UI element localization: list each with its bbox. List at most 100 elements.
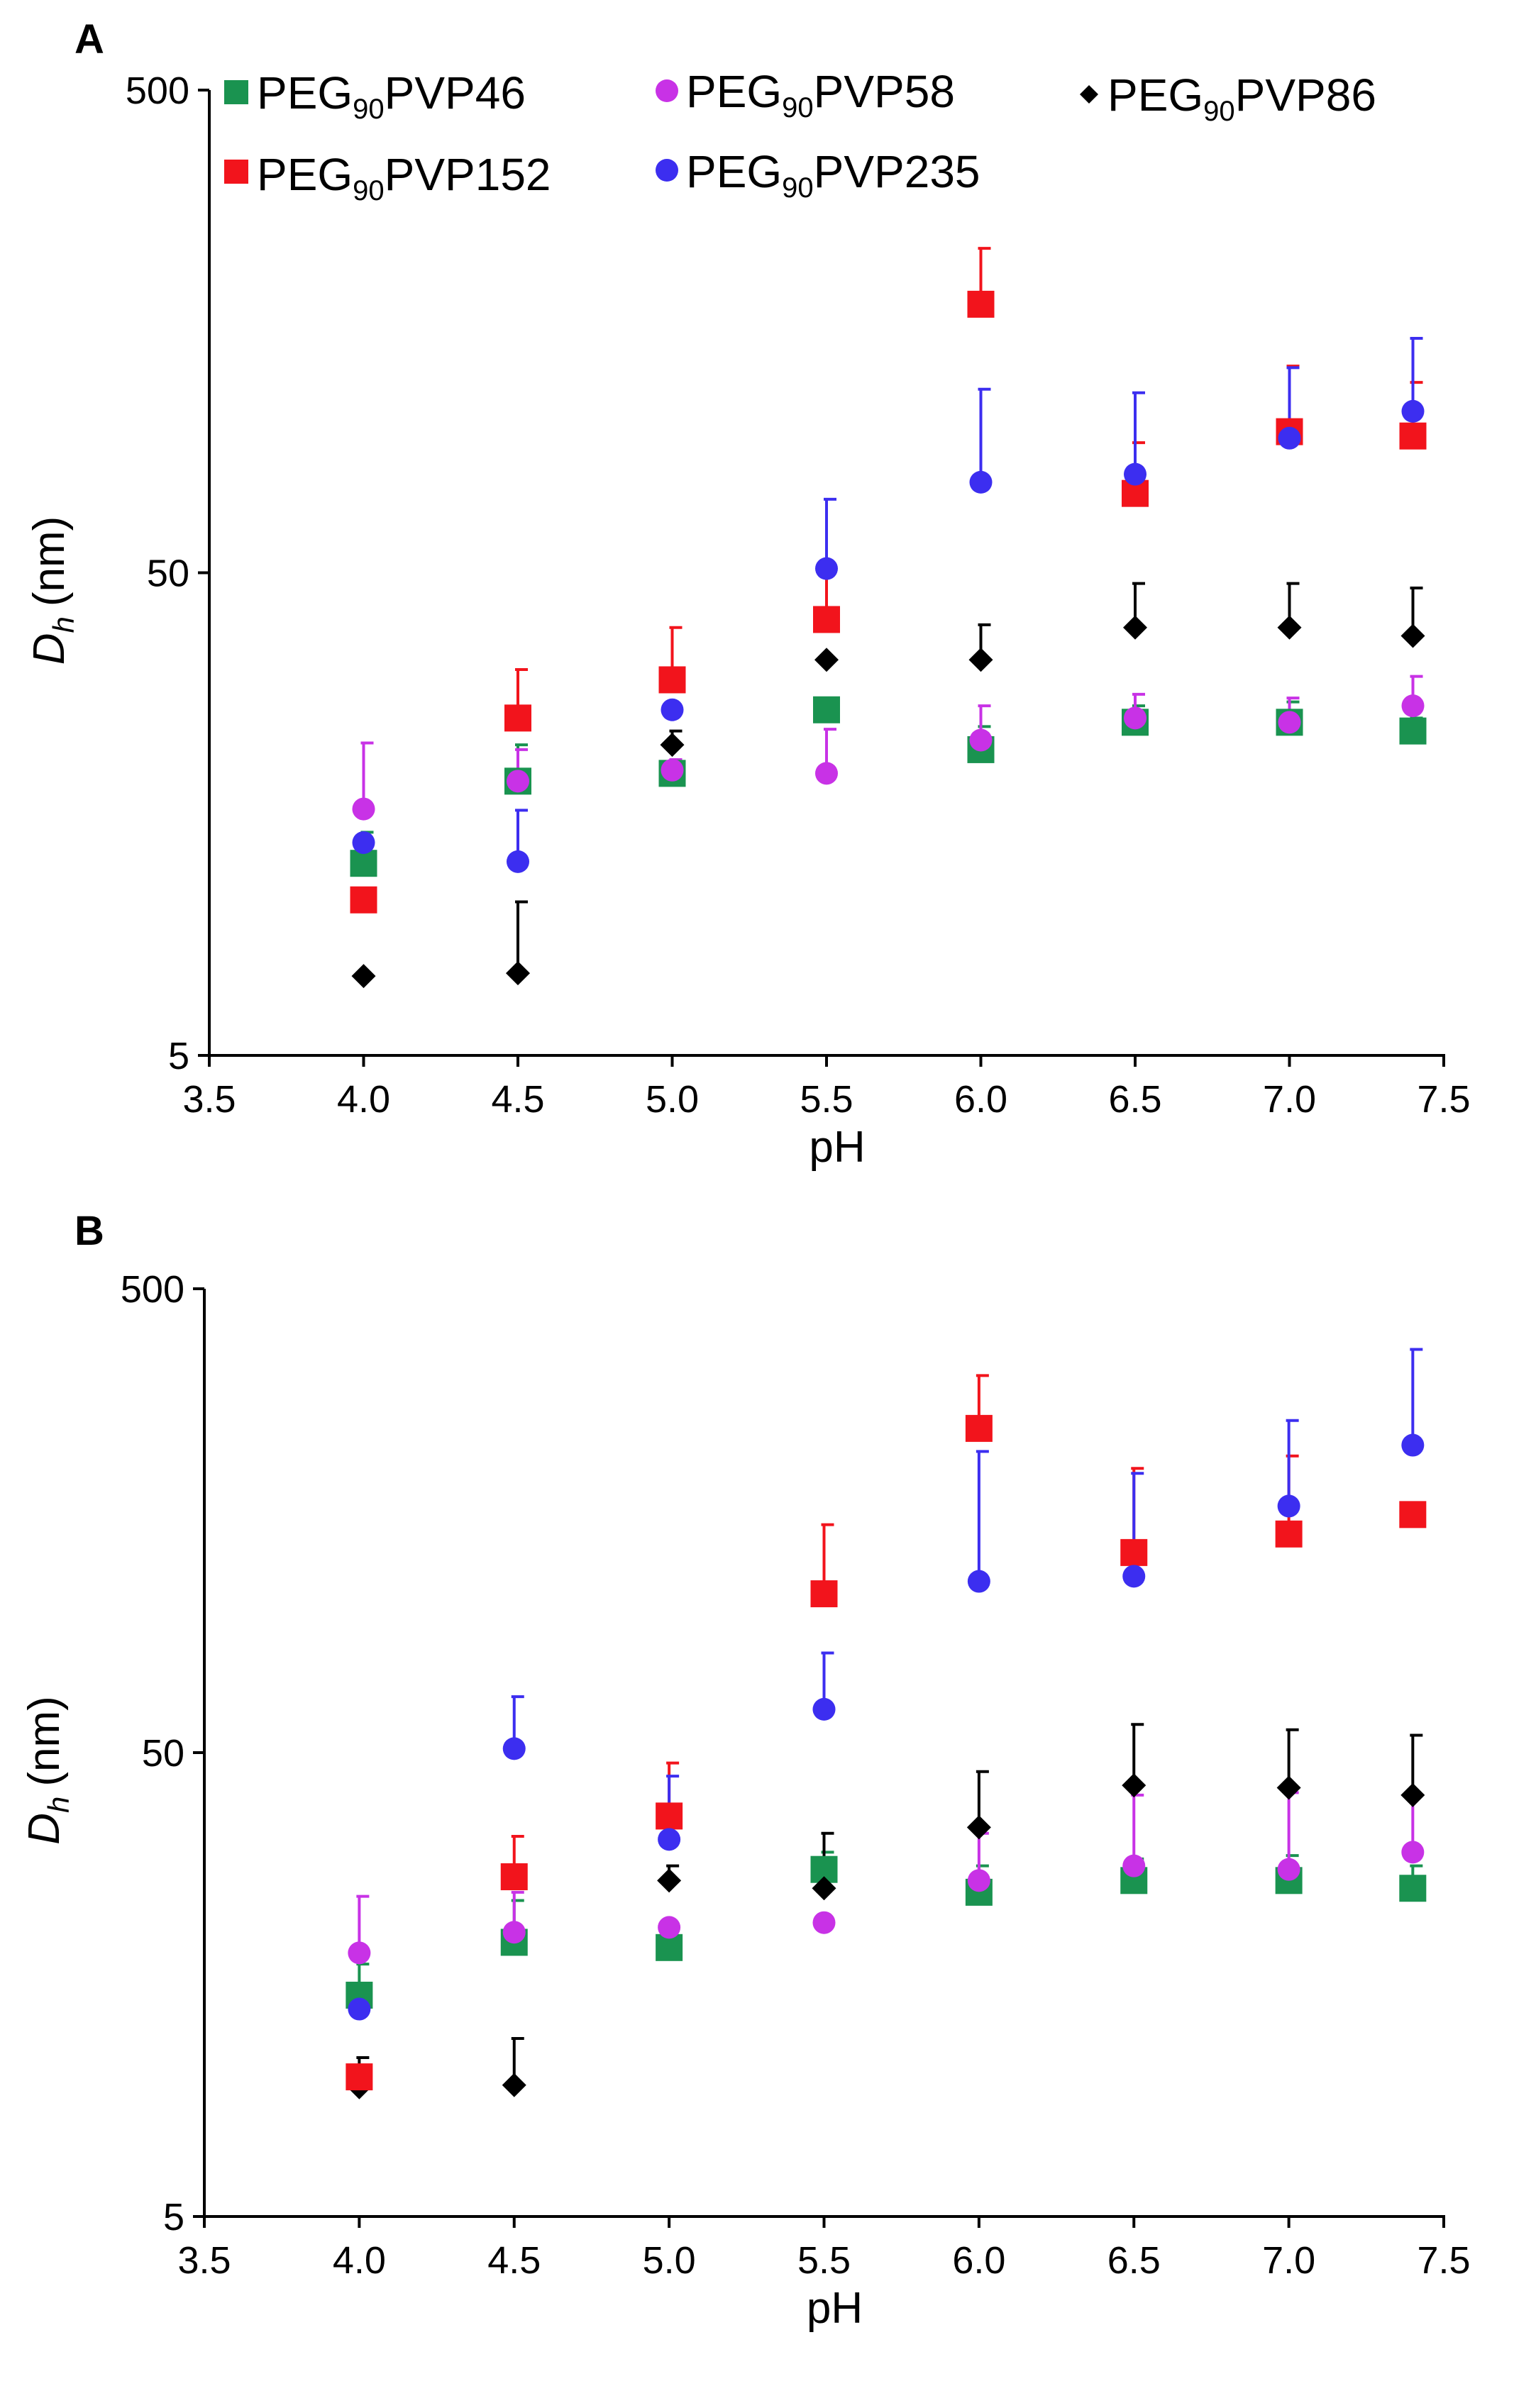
markers xyxy=(346,1414,1427,2099)
data-point-pvp86 xyxy=(968,648,993,672)
data-point-pvp235 xyxy=(352,831,375,854)
data-point-pvp235 xyxy=(812,1697,836,1721)
x-tick-label: 6.0 xyxy=(952,2239,1005,2282)
data-point-pvp86 xyxy=(660,733,685,758)
y-axis-label-unit: (nm) xyxy=(25,516,74,606)
data-point-pvp235 xyxy=(1278,426,1301,450)
legend: PEG90PVP46 PEG90PVP58 PEG90PVP86PEG90PVP15… xyxy=(224,66,1376,206)
data-point-pvp86 xyxy=(814,648,839,672)
data-point-pvp86 xyxy=(1400,1782,1425,1807)
data-point-pvp86 xyxy=(966,1815,991,1840)
y-tick-label: 5 xyxy=(168,1035,189,1077)
data-point-pvp235 xyxy=(967,1570,990,1593)
data-point-pvp86 xyxy=(1123,615,1147,640)
legend-label-suffix: PVP235 xyxy=(814,146,980,197)
data-point-pvp152 xyxy=(1275,1520,1303,1548)
data-point-pvp46 xyxy=(813,696,840,723)
legend-label: PEG90PVP46 xyxy=(257,67,526,125)
data-point-pvp152 xyxy=(1120,1538,1148,1566)
data-point-pvp86 xyxy=(1400,623,1425,648)
data-point-pvp58 xyxy=(352,797,375,821)
legend-label: PEG90PVP86 xyxy=(1107,70,1376,127)
x-tick-label: 6.5 xyxy=(1107,2239,1161,2282)
x-tick-label: 7.0 xyxy=(1263,1078,1316,1121)
data-point-pvp152 xyxy=(658,666,686,694)
y-axis-label-sub: h xyxy=(47,616,80,633)
data-point-pvp235 xyxy=(1277,1494,1300,1518)
legend-item-pvp235: PEG90PVP235 xyxy=(656,146,980,204)
data-point-pvp235 xyxy=(1401,1433,1425,1457)
data-point-pvp58 xyxy=(658,1916,681,1939)
data-point-pvp235 xyxy=(1124,462,1146,486)
y-axis-label: Dh (nm) xyxy=(25,516,80,665)
data-point-pvp58 xyxy=(812,1911,836,1934)
data-point-pvp152 xyxy=(810,1580,838,1608)
data-point-pvp235 xyxy=(1401,399,1425,423)
data-point-pvp152 xyxy=(1399,1501,1427,1528)
x-tick-label: 7.5 xyxy=(1417,2239,1470,2282)
legend-label-prefix: PEG xyxy=(257,67,353,118)
data-point-pvp152 xyxy=(500,1863,528,1891)
data-point-pvp58 xyxy=(1401,694,1425,718)
data-point-pvp58 xyxy=(967,1869,990,1892)
y-tick-label: 50 xyxy=(142,1732,184,1775)
data-point-pvp58 xyxy=(507,770,529,793)
x-tick-label: 5.5 xyxy=(797,2239,851,2282)
data-point-pvp58 xyxy=(661,758,684,782)
x-tick-label: 7.0 xyxy=(1262,2239,1315,2282)
x-axis-label: pH xyxy=(809,1123,865,1172)
legend-marker xyxy=(224,80,248,104)
data-point-pvp58 xyxy=(1277,1858,1300,1881)
data-point-pvp235 xyxy=(1122,1565,1146,1588)
data-point-pvp86 xyxy=(812,1876,836,1901)
data-point-pvp235 xyxy=(348,1997,371,2021)
data-point-pvp86 xyxy=(1276,1775,1301,1800)
data-point-pvp152 xyxy=(350,886,377,914)
data-point-pvp46 xyxy=(1399,1875,1427,1902)
legend-label-sub: 90 xyxy=(353,175,385,206)
data-point-pvp152 xyxy=(1399,422,1427,450)
data-point-pvp86 xyxy=(1277,615,1302,640)
data-point-pvp235 xyxy=(969,470,993,494)
data-point-pvp235 xyxy=(661,698,684,721)
data-point-pvp86 xyxy=(502,2073,526,2097)
x-tick-label: 4.5 xyxy=(487,2239,541,2282)
data-point-pvp86 xyxy=(506,961,530,986)
data-point-pvp86 xyxy=(657,1868,682,1893)
legend-label-sub: 90 xyxy=(782,172,814,204)
y-axis-label: Dh (nm) xyxy=(20,1696,75,1845)
x-tick-label: 5.5 xyxy=(800,1078,853,1121)
x-tick-label: 4.0 xyxy=(337,1078,390,1121)
legend-label: PEG90PVP152 xyxy=(257,149,551,206)
legend-label-suffix: PVP58 xyxy=(814,66,955,117)
legend-label-suffix: PVP46 xyxy=(385,67,526,118)
legend-item-pvp152: PEG90PVP152 xyxy=(224,149,551,206)
legend-label: PEG90PVP58 xyxy=(686,66,955,123)
y-tick-label: 5 xyxy=(163,2196,184,2238)
data-point-pvp58 xyxy=(815,762,838,785)
data-point-pvp152 xyxy=(346,2063,373,2091)
legend-label-sub: 90 xyxy=(782,92,814,123)
y-axis-label-main: D xyxy=(25,633,74,665)
data-point-pvp235 xyxy=(507,850,529,873)
data-point-pvp46 xyxy=(1399,717,1427,745)
y-axis-label-sub: h xyxy=(42,1797,75,1813)
y-tick-label: 500 xyxy=(121,1268,184,1311)
x-tick-label: 6.0 xyxy=(954,1078,1007,1121)
y-axis-label-main: D xyxy=(20,1813,69,1845)
legend-label-prefix: PEG xyxy=(686,66,782,117)
error-bars xyxy=(356,1348,1423,2087)
legend-marker xyxy=(224,160,248,184)
x-tick-label: 4.0 xyxy=(333,2239,386,2282)
legend-label-prefix: PEG xyxy=(686,146,782,197)
data-point-pvp58 xyxy=(1122,1854,1146,1877)
panel-a: A 3.5 4.0 4.5 5.0 5.5 6.0 6.5 7.0 7.5 5 50 500 pH Dh (n… xyxy=(25,16,1471,1172)
legend-item-pvp86: PEG90PVP86 xyxy=(1080,70,1376,127)
data-point-pvp86 xyxy=(1122,1773,1146,1798)
data-point-pvp58 xyxy=(1278,711,1301,734)
x-tick-label: 3.5 xyxy=(177,2239,231,2282)
x-tick-label: 4.5 xyxy=(491,1078,544,1121)
data-point-pvp152 xyxy=(504,704,531,732)
x-tick-label: 7.5 xyxy=(1417,1078,1470,1121)
